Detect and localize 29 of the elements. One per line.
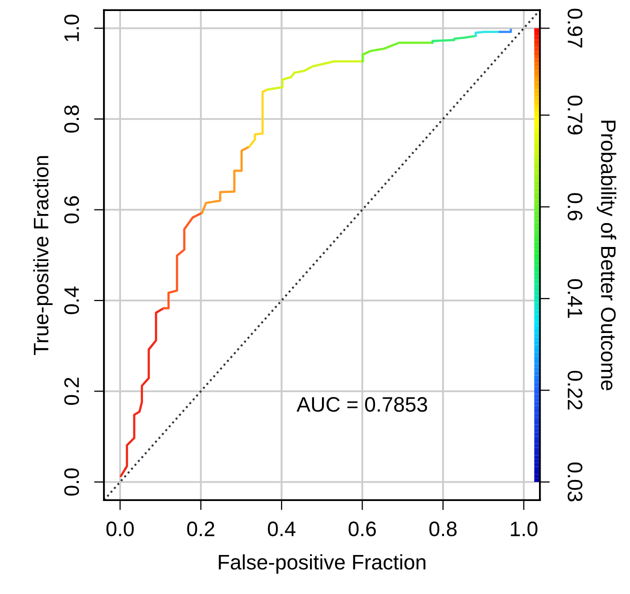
x-tick-label: 0.4 bbox=[268, 522, 296, 536]
y-tick-label: 0.6 bbox=[64, 196, 79, 224]
y2-tick-label: 0.97 bbox=[568, 8, 582, 48]
x-tick-label: 1.0 bbox=[510, 522, 538, 536]
annotation: AUC = 0.7853 bbox=[296, 397, 428, 412]
line-series bbox=[431, 34, 477, 44]
y-tick-label: 0.4 bbox=[64, 286, 79, 314]
y-tick-label: 0.2 bbox=[64, 378, 79, 405]
x-tick-label: 0.2 bbox=[187, 522, 214, 536]
y-axis-title: True-positive Fraction bbox=[33, 156, 53, 355]
y2-axis-title: Probability of Better Outcome bbox=[596, 120, 616, 390]
x-tick-label: 0.8 bbox=[429, 522, 457, 536]
line-series bbox=[120, 307, 165, 478]
y2-tick-label: 0.6 bbox=[568, 193, 582, 220]
x-axis-title: False-positive Fraction bbox=[218, 554, 426, 574]
x-tick-label: 0.6 bbox=[348, 522, 376, 536]
y2-tick-label: 0.03 bbox=[568, 462, 582, 502]
line-series bbox=[200, 146, 250, 214]
y2-tick-label: 0.79 bbox=[568, 96, 582, 134]
line-series bbox=[266, 60, 364, 91]
x-tick-label: 0.0 bbox=[106, 522, 134, 536]
line-series bbox=[362, 42, 434, 62]
y2-tick-label: 0.22 bbox=[568, 370, 582, 410]
line-series bbox=[162, 212, 204, 310]
y-tick-label: 0.0 bbox=[64, 468, 79, 496]
y-tick-label: 1.0 bbox=[64, 14, 79, 42]
line-series bbox=[248, 88, 269, 148]
y-tick-label: 0.8 bbox=[64, 105, 79, 133]
y2-tick-label: 0.41 bbox=[568, 279, 582, 318]
